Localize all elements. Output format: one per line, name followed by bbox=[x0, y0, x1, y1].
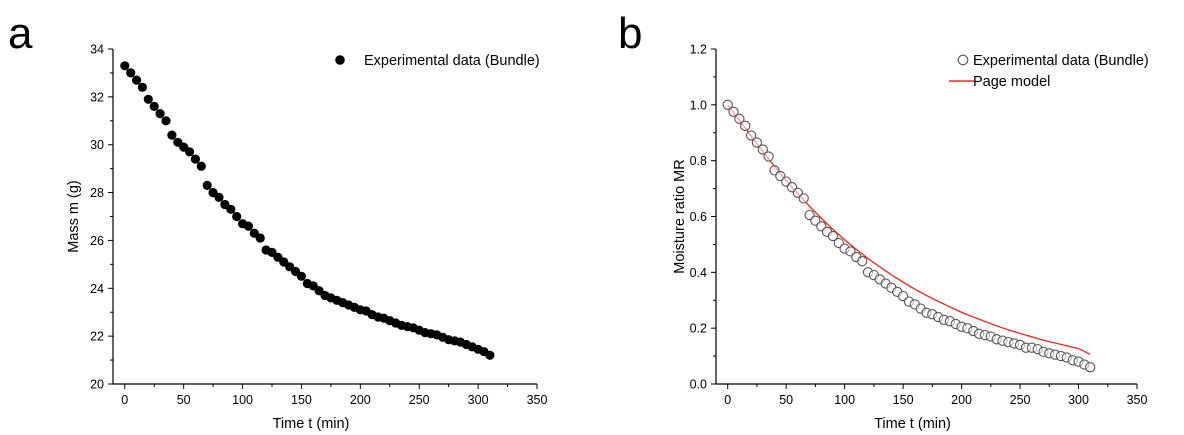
data-point bbox=[232, 211, 242, 222]
data-point bbox=[485, 350, 495, 360]
legend-marker bbox=[957, 54, 969, 66]
data-point bbox=[155, 109, 165, 119]
data-point bbox=[757, 144, 768, 155]
data-point bbox=[120, 61, 130, 71]
x-tick-label: 150 bbox=[291, 393, 312, 407]
x-tick-label: 200 bbox=[951, 393, 972, 407]
data-point bbox=[722, 99, 733, 110]
y-tick-label: 24 bbox=[90, 282, 104, 296]
data-point bbox=[202, 180, 212, 190]
data-point bbox=[126, 68, 136, 78]
data-point bbox=[827, 230, 839, 242]
legend-label: Experimental data (Bundle) bbox=[364, 53, 540, 69]
panel-label: b bbox=[618, 9, 642, 58]
x-tick-label: 50 bbox=[779, 393, 793, 407]
data-point bbox=[143, 94, 153, 104]
data-point bbox=[740, 120, 751, 131]
y-tick-label: 0.0 bbox=[690, 378, 707, 392]
data-point bbox=[137, 82, 147, 92]
x-tick-label: 250 bbox=[1010, 393, 1031, 407]
data-point bbox=[798, 193, 809, 204]
x-tick-label: 0 bbox=[724, 393, 731, 407]
data-point bbox=[185, 147, 195, 157]
data-point bbox=[167, 130, 177, 140]
data-point bbox=[149, 101, 159, 111]
legend-label: Experimental data (Bundle) bbox=[973, 53, 1149, 69]
y-tick-label: 0.8 bbox=[690, 154, 707, 168]
series-points bbox=[722, 99, 1096, 373]
data-point bbox=[226, 204, 236, 214]
x-tick-label: 100 bbox=[834, 393, 855, 407]
series-line-page-model bbox=[727, 104, 1091, 356]
y-tick-label: 34 bbox=[90, 43, 104, 57]
legend-label: Page model bbox=[973, 74, 1050, 90]
data-point bbox=[745, 130, 757, 141]
data-point bbox=[751, 137, 763, 148]
data-point bbox=[132, 75, 142, 85]
x-tick-label: 0 bbox=[121, 393, 128, 407]
data-point bbox=[255, 233, 265, 243]
y-tick-label: 1.2 bbox=[690, 43, 707, 57]
data-point bbox=[214, 192, 224, 202]
y-tick-label: 20 bbox=[90, 378, 104, 392]
y-tick-label: 32 bbox=[90, 90, 104, 104]
x-tick-label: 300 bbox=[468, 393, 489, 407]
y-tick-label: 26 bbox=[90, 234, 104, 248]
x-axis-title: Time t (min) bbox=[874, 416, 951, 432]
data-point bbox=[857, 256, 868, 267]
y-tick-label: 0.2 bbox=[690, 322, 707, 336]
x-tick-label: 100 bbox=[232, 393, 253, 407]
y-tick-label: 0.6 bbox=[690, 210, 707, 224]
x-tick-label: 350 bbox=[527, 393, 548, 407]
x-tick-label: 50 bbox=[177, 393, 191, 407]
y-tick-label: 28 bbox=[90, 186, 104, 200]
panel-label: a bbox=[8, 9, 33, 58]
data-point bbox=[243, 221, 253, 231]
x-tick-label: 150 bbox=[893, 393, 914, 407]
y-tick-label: 1.0 bbox=[690, 98, 707, 112]
y-axis-title: Mass m (g) bbox=[66, 180, 82, 253]
x-axis-title: Time t (min) bbox=[273, 416, 350, 432]
y-axis-title: Moisture ratio MR bbox=[672, 159, 688, 273]
y-tick-label: 0.4 bbox=[690, 266, 707, 280]
data-point bbox=[296, 271, 306, 281]
x-tick-label: 200 bbox=[350, 393, 371, 407]
data-point bbox=[1085, 362, 1096, 373]
data-point bbox=[196, 161, 206, 171]
series-points bbox=[120, 61, 495, 360]
data-point bbox=[190, 154, 200, 164]
data-point bbox=[734, 113, 745, 124]
y-tick-label: 30 bbox=[90, 138, 104, 152]
x-tick-label: 300 bbox=[1068, 393, 1089, 407]
legend-marker bbox=[335, 55, 345, 65]
y-tick-label: 22 bbox=[90, 330, 104, 344]
x-tick-label: 250 bbox=[409, 393, 430, 407]
x-tick-label: 350 bbox=[1127, 393, 1148, 407]
data-point bbox=[728, 106, 739, 117]
data-point bbox=[161, 116, 171, 126]
data-point bbox=[763, 151, 774, 162]
